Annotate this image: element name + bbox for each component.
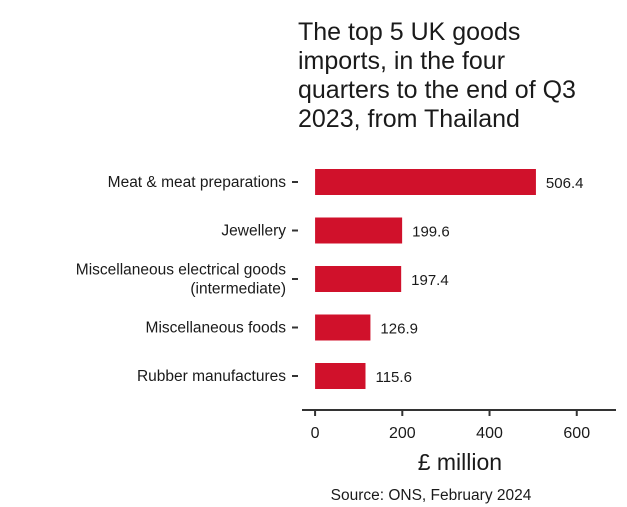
category-label: (intermediate) bbox=[190, 281, 286, 298]
source-note: Source: ONS, February 2024 bbox=[331, 487, 532, 504]
value-label: 197.4 bbox=[411, 272, 449, 289]
x-axis-title: £ million bbox=[418, 449, 502, 475]
chart-title-line: quarters to the end of Q3 bbox=[298, 76, 576, 104]
value-label: 199.6 bbox=[412, 224, 450, 241]
bar bbox=[315, 169, 536, 195]
bar bbox=[315, 363, 366, 389]
value-label: 126.9 bbox=[380, 321, 418, 338]
chart-title-line: 2023, from Thailand bbox=[298, 105, 520, 133]
chart-title-line: The top 5 UK goods bbox=[298, 18, 520, 46]
value-label: 115.6 bbox=[375, 369, 411, 386]
x-tick-label: 600 bbox=[563, 425, 590, 442]
x-axis-ticks: 0 200 400 600 bbox=[311, 410, 590, 442]
chart-title-line: imports, in the four bbox=[298, 47, 505, 75]
value-label: 506.4 bbox=[546, 175, 584, 192]
x-tick-label: 200 bbox=[389, 425, 416, 442]
bar bbox=[315, 266, 402, 292]
category-label: Miscellaneous foods bbox=[146, 320, 287, 337]
x-tick-label: 400 bbox=[476, 425, 503, 442]
category-label: Miscellaneous electrical goods bbox=[76, 262, 286, 279]
category-label: Rubber manufactures bbox=[137, 368, 286, 385]
x-tick-label: 0 bbox=[311, 425, 320, 442]
category-label: Meat & meat preparations bbox=[108, 174, 287, 191]
category-label: Jewellery bbox=[221, 223, 286, 240]
bars bbox=[315, 169, 536, 389]
bar bbox=[315, 314, 371, 341]
bar bbox=[315, 217, 403, 244]
value-labels: 506.4 199.6 197.4 126.9 115.6 bbox=[375, 175, 583, 386]
category-labels: Meat & meat preparations Jewellery Miscell… bbox=[76, 174, 298, 385]
